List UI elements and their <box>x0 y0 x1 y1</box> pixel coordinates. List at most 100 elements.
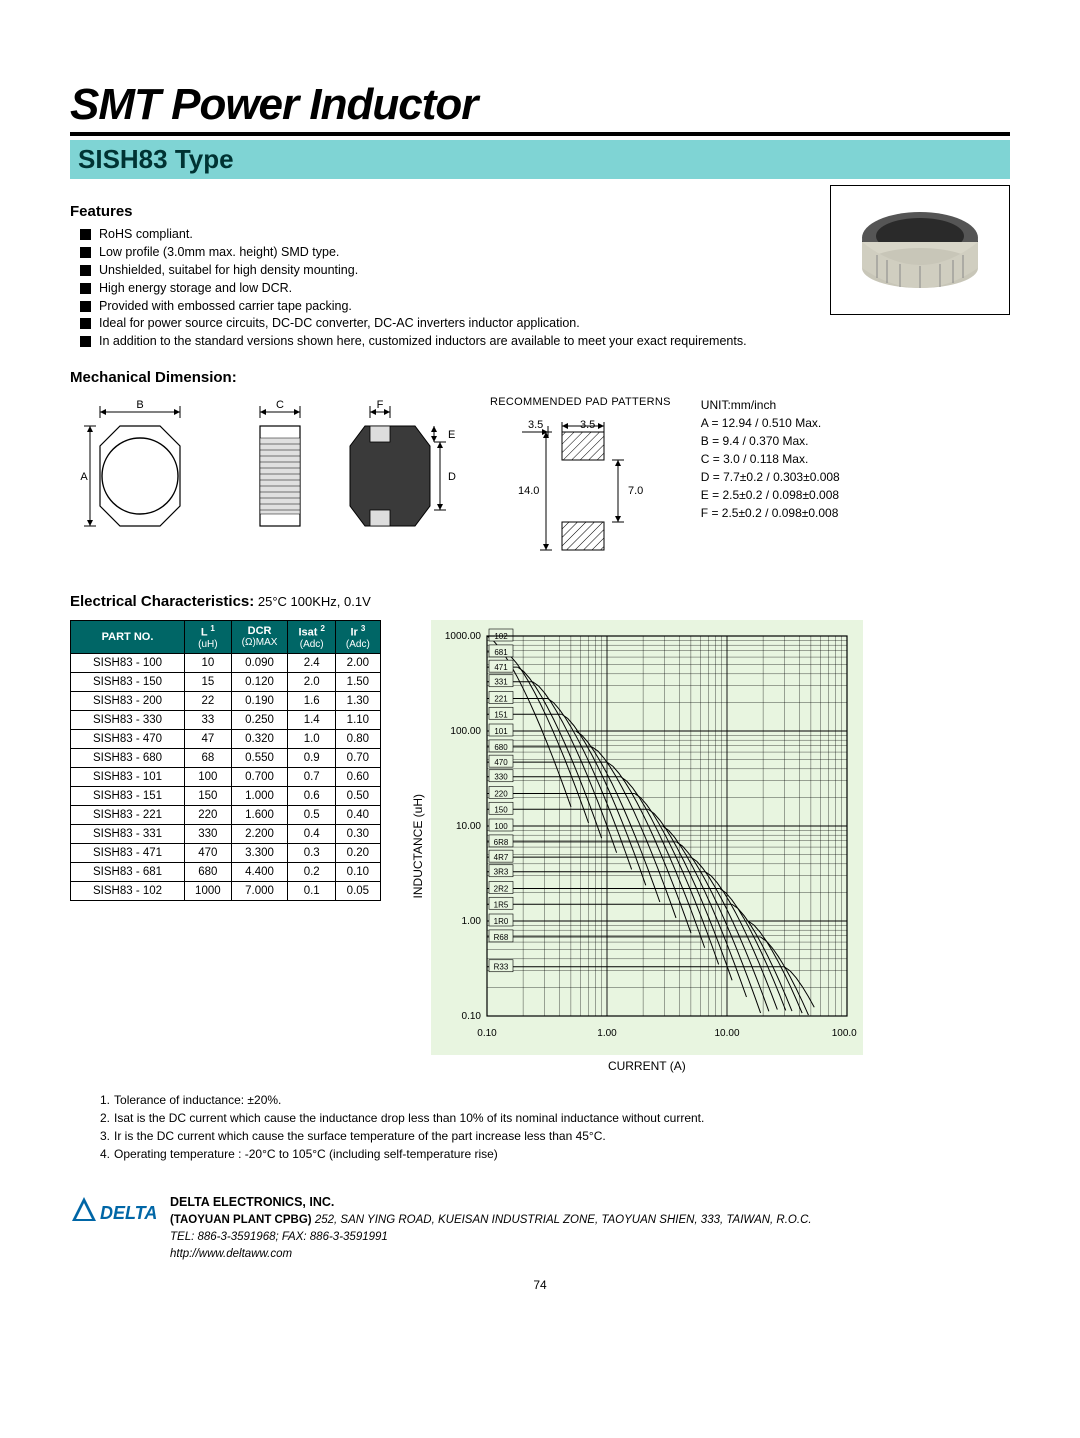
svg-text:R33: R33 <box>493 963 508 972</box>
table-header: L 1(uH) <box>185 621 232 654</box>
pad-pattern-drawing: 3.5 3.5 14.0 7.0 <box>490 414 660 564</box>
drawing-top-view: B A <box>70 396 210 536</box>
dim-label-d: D <box>448 471 456 483</box>
feature-text: High energy storage and low DCR. <box>99 280 814 297</box>
table-row: SISH83 - 330330.2501.41.10 <box>71 710 381 729</box>
table-row: SISH83 - 1011000.7000.70.60 <box>71 767 381 786</box>
bullet-icon <box>80 247 91 258</box>
svg-text:0.10: 0.10 <box>461 1011 481 1022</box>
dim-label-b: B <box>136 399 143 411</box>
svg-text:151: 151 <box>494 710 508 719</box>
features-heading: Features <box>70 203 814 220</box>
main-title: SMT Power Inductor <box>70 80 1010 136</box>
product-thumbnail <box>830 185 1010 315</box>
svg-text:1.00: 1.00 <box>461 916 481 927</box>
dim-label-a: A <box>80 471 88 483</box>
svg-text:0.10: 0.10 <box>477 1028 497 1039</box>
company-url: http://www.deltaww.com <box>170 1246 812 1263</box>
bullet-icon <box>80 336 91 347</box>
footnote-row: 2.Isat is the DC current which cause the… <box>100 1109 1010 1127</box>
mechanical-block: B A C <box>70 396 1010 567</box>
inductance-chart: INDUCTANCE (uH) 0.10 1.00 10.00 100.00 0.10 1… <box>411 620 1010 1073</box>
svg-text:221: 221 <box>494 695 508 704</box>
svg-text:470: 470 <box>494 758 508 767</box>
svg-text:3R3: 3R3 <box>493 868 508 877</box>
table-row: SISH83 - 6816804.4000.20.10 <box>71 862 381 881</box>
pad-pattern-caption: RECOMMENDED PAD PATTERNS <box>490 396 671 408</box>
table-row: SISH83 - 1511501.0000.60.50 <box>71 786 381 805</box>
pad-dim-35a: 3.5 <box>528 419 543 431</box>
footnotes: 1.Tolerance of inductance: ±20%.2.Isat i… <box>100 1091 1010 1163</box>
pad-dim-35b: 3.5 <box>580 419 595 431</box>
table-row: SISH83 - 150150.1202.01.50 <box>71 672 381 691</box>
pad-dim-14: 14.0 <box>518 485 539 497</box>
electrical-conditions: 25°C 100KHz, 0.1V <box>254 594 371 609</box>
dimension-row: E = 2.5±0.2 / 0.098±0.008 <box>701 486 840 504</box>
footer: DELTA DELTA ELECTRONICS, INC. (TAOYUAN P… <box>70 1193 1010 1264</box>
feature-item: Provided with embossed carrier tape pack… <box>80 298 814 315</box>
svg-text:331: 331 <box>494 678 508 687</box>
dimension-row: B = 9.4 / 0.370 Max. <box>701 432 840 450</box>
svg-text:150: 150 <box>494 805 508 814</box>
company-address: 252, SAN YING ROAD, KUEISAN INDUSTRIAL Z… <box>315 1214 812 1226</box>
svg-text:681: 681 <box>494 648 508 657</box>
table-row: SISH83 - 470470.3201.00.80 <box>71 729 381 748</box>
feature-item: RoHS compliant. <box>80 226 814 243</box>
chart-ylabel: INDUCTANCE (uH) <box>411 794 425 898</box>
electrical-heading: Electrical Characteristics: 25°C 100KHz,… <box>70 593 1010 610</box>
footnote-row: 1.Tolerance of inductance: ±20%. <box>100 1091 1010 1109</box>
company-name: DELTA ELECTRONICS, INC. <box>170 1193 812 1212</box>
svg-text:100.00: 100.00 <box>450 726 481 737</box>
bullet-icon <box>80 318 91 329</box>
pad-pattern: RECOMMENDED PAD PATTERNS 3.5 3.5 14.0 <box>490 396 671 567</box>
dimension-row: A = 12.94 / 0.510 Max. <box>701 414 840 432</box>
feature-text: Provided with embossed carrier tape pack… <box>99 298 814 315</box>
inductor-icon <box>845 200 995 300</box>
features-section: Features RoHS compliant.Low profile (3.0… <box>70 185 814 351</box>
svg-text:471: 471 <box>494 663 508 672</box>
bullet-icon <box>80 283 91 294</box>
feature-text: In addition to the standard versions sho… <box>99 333 814 350</box>
subtitle-bar: SISH83 Type <box>70 140 1010 179</box>
drawing-side-view: C <box>230 396 320 536</box>
svg-text:R68: R68 <box>493 933 508 942</box>
feature-text: Low profile (3.0mm max. height) SMD type… <box>99 244 814 261</box>
feature-item: Ideal for power source circuits, DC-DC c… <box>80 315 814 332</box>
feature-text: Unshielded, suitabel for high density mo… <box>99 262 814 279</box>
electrical-table: PART NO.L 1(uH)DCR(Ω)MAXIsat 2(Adc)Ir 3(… <box>70 620 381 901</box>
chart-canvas: 0.101.0010.00100.000.101.0010.00100.0010… <box>437 626 857 1046</box>
title-block: SMT Power Inductor SISH83 Type <box>70 80 1010 179</box>
dim-label-f: F <box>377 399 384 411</box>
svg-text:220: 220 <box>494 790 508 799</box>
feature-item: High energy storage and low DCR. <box>80 280 814 297</box>
drawing-front-view: F E D <box>340 396 460 536</box>
table-row: SISH83 - 680680.5500.90.70 <box>71 748 381 767</box>
bullet-icon <box>80 301 91 312</box>
table-row: SISH83 - 4714703.3000.30.20 <box>71 843 381 862</box>
svg-text:2R2: 2R2 <box>493 885 508 894</box>
feature-item: Unshielded, suitabel for high density mo… <box>80 262 814 279</box>
dim-label-e: E <box>448 429 455 441</box>
dim-label-c: C <box>276 399 284 411</box>
dimension-row: F = 2.5±0.2 / 0.098±0.008 <box>701 504 840 522</box>
table-row: SISH83 - 3313302.2000.40.30 <box>71 824 381 843</box>
table-header: DCR(Ω)MAX <box>231 621 288 654</box>
pad-dim-7: 7.0 <box>628 485 643 497</box>
footnote-row: 4.Operating temperature : -20°C to 105°C… <box>100 1145 1010 1163</box>
svg-text:10.00: 10.00 <box>456 821 481 832</box>
svg-text:101: 101 <box>494 727 508 736</box>
svg-text:4R7: 4R7 <box>493 853 508 862</box>
table-header: Ir 3(Adc) <box>335 621 380 654</box>
svg-text:100.00: 100.00 <box>832 1028 857 1039</box>
svg-text:330: 330 <box>494 773 508 782</box>
svg-text:100: 100 <box>494 822 508 831</box>
bullet-icon <box>80 229 91 240</box>
plant-label: (TAOYUAN PLANT CPBG) <box>170 1214 312 1226</box>
dimension-row: D = 7.7±0.2 / 0.303±0.008 <box>701 468 840 486</box>
dimension-row: C = 3.0 / 0.118 Max. <box>701 450 840 468</box>
feature-text: Ideal for power source circuits, DC-DC c… <box>99 315 814 332</box>
table-row: SISH83 - 10210007.0000.10.05 <box>71 881 381 900</box>
svg-text:680: 680 <box>494 743 508 752</box>
delta-logo-icon: DELTA <box>70 1193 160 1229</box>
svg-text:1.00: 1.00 <box>597 1028 617 1039</box>
